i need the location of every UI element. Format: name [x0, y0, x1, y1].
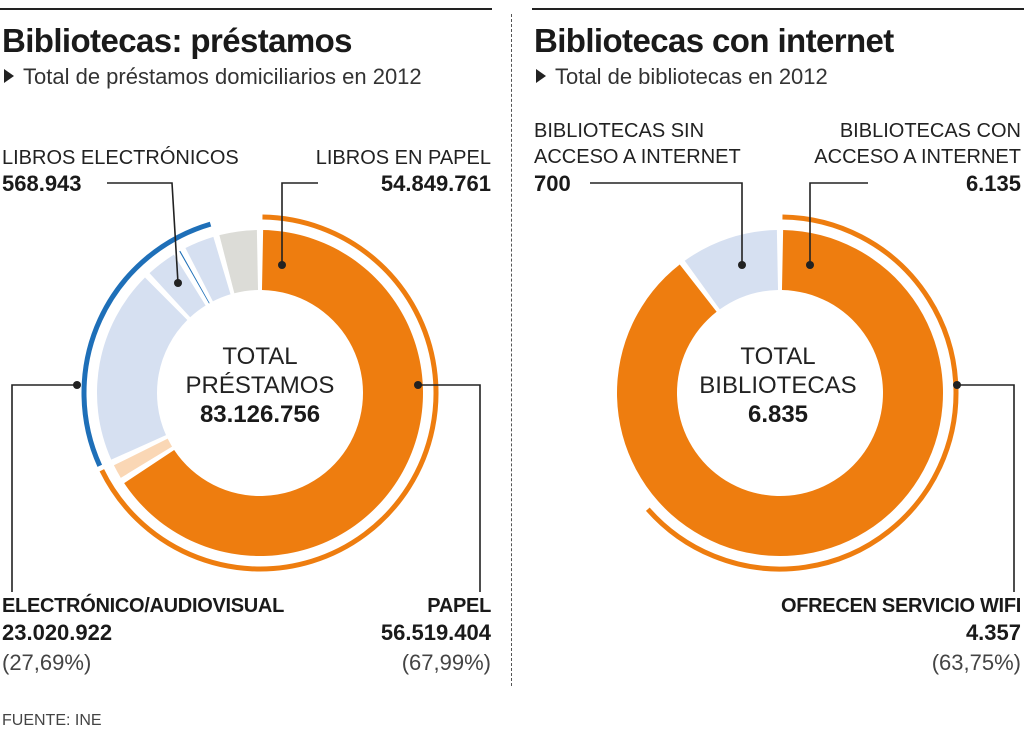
triangle-bullet-icon [4, 69, 14, 83]
label-without-internet-line2: ACCESO A INTERNET [534, 146, 741, 168]
label-without-internet-value: 700 [534, 171, 571, 196]
donut-slice-with-0 [617, 230, 943, 557]
center-value-internet: 6.835 [747, 401, 809, 428]
leader-wifi [957, 384, 1015, 592]
label-paper-books-name: LIBROS EN PAPEL [315, 147, 491, 169]
label-wifi-value: 4.357 [965, 620, 1021, 645]
label-without-internet-line1: BIBLIOTECAS SIN [534, 120, 705, 142]
label-electronic-value: 23.020.922 [2, 620, 113, 645]
chart-subtitle-internet: Total de bibliotecas en 2012 [536, 64, 828, 90]
leader-without-internet-dot [738, 261, 746, 269]
leader-electronic-dot [73, 381, 81, 389]
donut-slice-electronic-4 [179, 250, 210, 304]
label-with-internet-line1: BIBLIOTECAS CON [839, 120, 1021, 142]
donut-internet [617, 214, 959, 572]
donut-slice-paper-0 [124, 230, 423, 557]
triangle-bullet-icon [536, 69, 546, 83]
leader-without-internet [590, 182, 743, 265]
label-paper-books-value: 54.849.761 [380, 171, 491, 196]
donut-center-loans: TOTAL PRÉSTAMOS 83.126.756 [150, 342, 370, 430]
leader-with-internet-dot [806, 261, 814, 269]
label-paper-pct: (67,99%) [401, 650, 491, 675]
leader-lines [11, 182, 1015, 592]
donut-slice-without-1 [684, 230, 779, 310]
center-value-loans: 83.126.756 [199, 401, 321, 428]
chart-title-loans: Bibliotecas: préstamos [2, 22, 353, 59]
center-label-loans: TOTAL PRÉSTAMOS [185, 343, 335, 399]
label-paper-name: PAPEL [427, 595, 491, 617]
label-wifi-name: OFRECEN SERVICIO WIFI [780, 595, 1021, 617]
label-with-internet-value: 6.135 [965, 171, 1021, 196]
leader-paper-books-dot [278, 261, 286, 269]
subtitle-text: Total de bibliotecas en 2012 [555, 64, 828, 89]
panel-divider [511, 14, 512, 686]
donut-loans [81, 214, 439, 572]
source-note: FUENTE: INE [2, 712, 102, 729]
top-rule-right [532, 8, 1024, 10]
chart-title-internet: Bibliotecas con internet [534, 22, 894, 59]
donut-slice-other-6 [219, 230, 259, 294]
label-ebooks-name: LIBROS ELECTRÓNICOS [2, 147, 239, 169]
outer-arc-wifi [645, 214, 959, 572]
leader-paper-books [281, 182, 318, 265]
label-with-internet-line2: ACCESO A INTERNET [814, 146, 1021, 168]
leader-ebooks [107, 182, 179, 284]
label-electronic-pct: (27,69%) [2, 650, 92, 675]
outer-arc-electronic [81, 221, 212, 467]
label-wifi-pct: (63,75%) [931, 650, 1021, 675]
top-rule-left [0, 8, 492, 10]
donut-slice-paper-1 [113, 438, 173, 478]
leader-paper-dot [414, 381, 422, 389]
leader-ebooks-dot [174, 279, 182, 287]
donut-slice-electronic-5 [185, 236, 231, 302]
label-electronic-name: ELECTRÓNICO/AUDIOVISUAL [2, 595, 284, 617]
leader-wifi-dot [953, 381, 961, 389]
leader-paper [418, 384, 481, 592]
leader-with-internet [809, 182, 868, 265]
label-paper-value: 56.519.404 [380, 620, 491, 645]
label-ebooks-value: 568.943 [2, 171, 82, 196]
donut-center-internet: TOTAL BIBLIOTECAS 6.835 [668, 342, 888, 430]
leader-electronic [11, 384, 77, 592]
outer-arc-paper [99, 214, 439, 572]
chart-subtitle-loans: Total de préstamos domiciliarios en 2012 [4, 64, 422, 90]
center-label-internet: TOTAL BIBLIOTECAS [699, 343, 857, 399]
donut-slice-electronic-2 [96, 277, 188, 460]
subtitle-text: Total de préstamos domiciliarios en 2012 [23, 64, 422, 89]
